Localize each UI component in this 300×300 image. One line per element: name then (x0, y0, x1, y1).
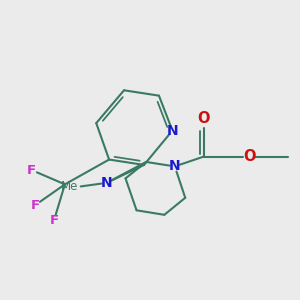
Text: O: O (197, 111, 210, 126)
Text: N: N (167, 124, 178, 138)
Text: N: N (169, 159, 181, 173)
Text: O: O (243, 149, 256, 164)
Text: F: F (31, 199, 40, 212)
Text: F: F (27, 164, 36, 176)
Text: Me: Me (61, 180, 79, 193)
Text: N: N (101, 176, 112, 190)
Text: F: F (49, 214, 58, 227)
